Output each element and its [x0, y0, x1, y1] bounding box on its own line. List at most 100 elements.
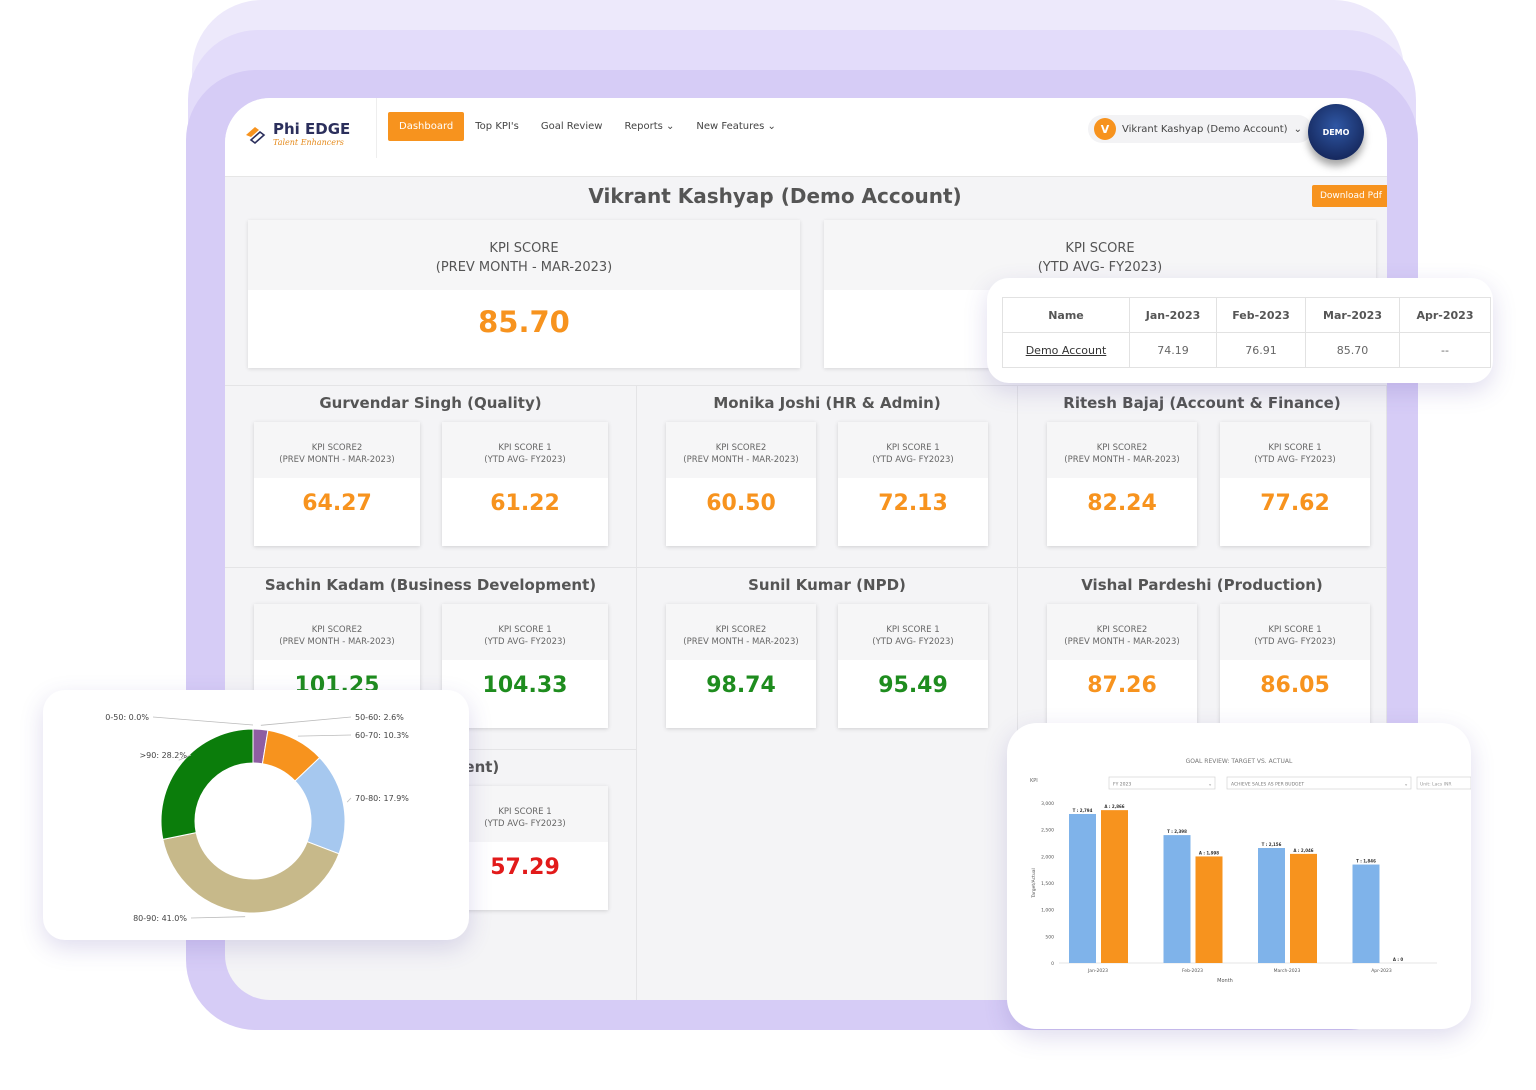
kpi-score-value: 87.26	[1087, 673, 1157, 698]
unit-input[interactable]	[1416, 776, 1471, 790]
kpi-score2-card: KPI SCORE2 (PREV MONTH - MAR-2023) 64.27	[254, 422, 420, 546]
col-feb: Feb-2023	[1216, 297, 1306, 333]
card-title: KPI SCORE	[489, 241, 559, 256]
score-distribution-donut-chart: 0-50: 0.0% 50-60: 2.6% 60-70: 10.3% 70-80: …	[105, 713, 409, 923]
card-subtitle: (YTD AVG- FY2023)	[872, 637, 954, 647]
kpi-score-value: 85.70	[478, 305, 570, 339]
nav-reports[interactable]: Reports ⌄	[624, 121, 675, 132]
avatar: V	[1094, 118, 1116, 140]
nav-dashboard[interactable]: Dashboard	[388, 112, 465, 141]
card-header: KPI SCORE 1 (YTD AVG- FY2023)	[1220, 422, 1370, 478]
chevron-down-icon: ⌄	[1208, 782, 1212, 788]
card-subtitle: (YTD AVG- FY2023)	[872, 455, 954, 465]
card-title: KPI SCORE2	[1096, 625, 1148, 635]
team-member-name[interactable]: Vishal Pardeshi (Production)	[1081, 576, 1323, 594]
goal-select[interactable]	[1226, 776, 1412, 790]
bar-data-label: A : 2,046	[1293, 848, 1313, 853]
team-member-section: Monika Joshi (HR & Admin) KPI SCORE2 (PREV…	[637, 385, 1018, 567]
y-axis-label: Target/Actual	[1031, 868, 1037, 899]
x-tick-label: Feb-2023	[1182, 968, 1203, 974]
phi-edge-logo-icon	[246, 127, 266, 145]
slice-label: >90: 28.2%	[139, 751, 187, 760]
cell-mar: 85.70	[1305, 332, 1400, 368]
card-subtitle: (PREV MONTH - MAR-2023)	[683, 637, 799, 647]
card-title: KPI SCORE	[1065, 241, 1135, 256]
logo[interactable]: Phi EDGE Talent Enhancers	[243, 118, 373, 158]
slice-leader-line	[190, 916, 246, 919]
card-header: KPI SCORE 1 (YTD AVG- FY2023)	[442, 786, 608, 842]
monthly-score-table: Name Jan-2023 Feb-2023 Mar-2023 Apr-2023…	[1002, 297, 1491, 368]
y-tick-label: 1,500	[1041, 881, 1054, 887]
y-tick-label: 0	[1051, 961, 1054, 967]
nav-new-features[interactable]: New Features ⌄	[696, 121, 776, 132]
card-subtitle: (YTD AVG- FY2023)	[484, 455, 566, 465]
ytd-score-popup: Name Jan-2023 Feb-2023 Mar-2023 Apr-2023…	[987, 278, 1493, 383]
demo-badge: DEMO	[1308, 104, 1364, 160]
kpi-score2-card: KPI SCORE2 (PREV MONTH - MAR-2023) 87.26	[1047, 604, 1197, 728]
user-menu[interactable]: V Vikrant Kashyap (Demo Account) ⌄	[1088, 115, 1312, 143]
kpi-score-prev-month-card: KPI SCORE (PREV MONTH - MAR-2023) 85.70	[248, 220, 800, 368]
year-select[interactable]	[1108, 776, 1216, 790]
card-title: KPI SCORE2	[311, 443, 363, 453]
bar-t[interactable]	[1069, 813, 1096, 963]
team-member-name[interactable]: Gurvendar Singh (Quality)	[319, 394, 542, 412]
card-subtitle: (PREV MONTH - MAR-2023)	[1064, 455, 1180, 465]
kpi-score-value: 64.27	[302, 491, 372, 516]
team-member-name[interactable]: Ritesh Bajaj (Account & Finance)	[1063, 394, 1341, 412]
card-subtitle: (YTD AVG- FY2023)	[1254, 455, 1336, 465]
chevron-down-icon: ⌄	[1293, 123, 1302, 135]
kpi-score1-card: KPI SCORE 1 (YTD AVG- FY2023) 95.49	[838, 604, 988, 728]
card-title: KPI SCORE2	[1096, 443, 1148, 453]
account-link-text[interactable]: Demo Account	[1025, 343, 1107, 357]
bar-t[interactable]	[1163, 835, 1191, 963]
slice-label: 70-80: 17.9%	[355, 794, 409, 803]
bar-data-label: A : 0	[1393, 957, 1403, 962]
card-header: KPI SCORE 1 (YTD AVG- FY2023)	[838, 604, 988, 660]
card-subtitle: (PREV MONTH - MAR-2023)	[279, 637, 395, 647]
card-title: KPI SCORE2	[715, 625, 767, 635]
y-tick-label: 500	[1045, 934, 1054, 940]
nav-top-kpis[interactable]: Top KPI's	[475, 121, 519, 132]
download-pdf-button[interactable]: Download Pdf	[1312, 185, 1387, 207]
bar-data-label: A : 2,866	[1104, 804, 1124, 809]
team-member-name[interactable]: Monika Joshi (HR & Admin)	[713, 394, 941, 412]
card-subtitle: (PREV MONTH - MAR-2023)	[1064, 637, 1180, 647]
card-header: KPI SCORE 1 (YTD AVG- FY2023)	[838, 422, 988, 478]
x-tick-label: Apr-2023	[1371, 968, 1392, 974]
demo-account-link[interactable]: Demo Account	[1002, 332, 1130, 368]
kpi-score-value: 86.05	[1260, 673, 1330, 698]
y-tick-label: 2,000	[1041, 854, 1054, 860]
kpi-score-value: 72.13	[878, 491, 948, 516]
kpi-score-value: 98.74	[706, 673, 776, 698]
nav-goal-review[interactable]: Goal Review	[540, 121, 603, 132]
card-header: KPI SCORE2 (PREV MONTH - MAR-2023)	[1047, 422, 1197, 478]
donut-slice[interactable]	[160, 728, 254, 840]
bar-data-label: T : 2,398	[1167, 829, 1187, 834]
card-header: KPI SCORE 1 (YTD AVG- FY2023)	[442, 604, 608, 660]
team-member-name[interactable]: Sunil Kumar (NPD)	[748, 576, 906, 594]
kpi-score-value: 82.24	[1087, 491, 1157, 516]
page-title: Vikrant Kashyap (Demo Account)	[588, 184, 962, 208]
kpi-score-value: 61.22	[490, 491, 560, 516]
card-header: KPI SCORE2 (PREV MONTH - MAR-2023)	[666, 422, 816, 478]
bar-a[interactable]	[1290, 853, 1317, 963]
bar-a[interactable]	[1101, 810, 1128, 963]
year-select-value: FY 2023	[1113, 782, 1131, 788]
bar-a[interactable]	[1195, 856, 1223, 963]
card-header: KPI SCORE2 (PREV MONTH - MAR-2023)	[1047, 604, 1197, 660]
donut-slice[interactable]	[162, 831, 340, 914]
goal-select-value: ACHIEVE SALES AS PER BUDGET	[1231, 782, 1304, 788]
team-member-name[interactable]: Sachin Kadam (Business Development)	[264, 576, 597, 594]
bar-data-label: T : 1,846	[1356, 859, 1376, 864]
col-name: Name	[1002, 297, 1130, 333]
card-subtitle: (YTD AVG- FY2023)	[484, 637, 566, 647]
logo-subtitle: Talent Enhancers	[273, 138, 344, 147]
kpi-score1-card: KPI SCORE 1 (YTD AVG- FY2023) 86.05	[1220, 604, 1370, 728]
card-subtitle: (YTD AVG- FY2023)	[484, 819, 566, 829]
team-member-section: Gurvendar Singh (Quality) KPI SCORE2 (PREV…	[225, 385, 637, 567]
card-title: KPI SCORE 1	[1268, 625, 1322, 635]
bar-t[interactable]	[1352, 864, 1380, 963]
slice-leader-line	[260, 716, 352, 726]
bar-t[interactable]	[1258, 848, 1285, 963]
y-tick-label: 1,000	[1041, 908, 1054, 914]
